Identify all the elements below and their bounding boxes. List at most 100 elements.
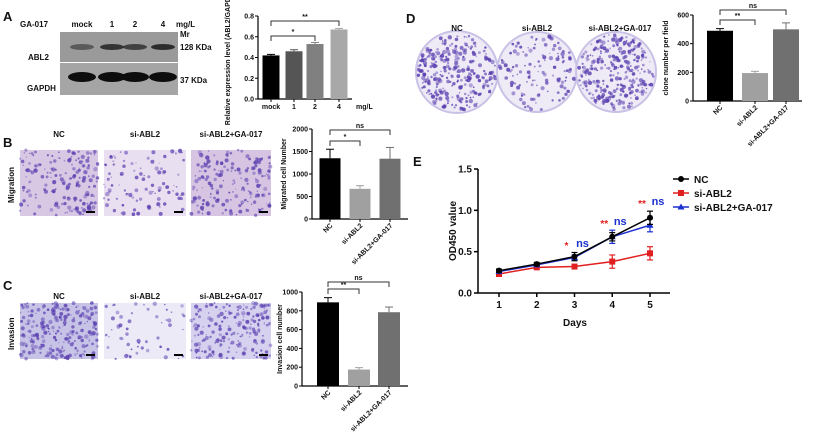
stained-cell xyxy=(71,330,75,334)
stained-cell xyxy=(28,193,33,198)
colony xyxy=(579,84,582,87)
stained-cell xyxy=(252,339,258,344)
colony xyxy=(605,48,610,53)
stained-cell xyxy=(206,159,211,164)
stained-cell xyxy=(28,329,32,333)
stained-cell xyxy=(48,319,53,325)
colony xyxy=(427,69,430,73)
stained-cell xyxy=(263,308,266,310)
colony xyxy=(503,63,508,68)
stained-cell xyxy=(91,205,96,210)
legend-label: si-ABL2 xyxy=(694,189,732,200)
colony xyxy=(598,95,602,100)
stained-cell xyxy=(95,332,99,336)
colony xyxy=(599,86,602,90)
significance-bracket xyxy=(719,9,787,15)
stained-cell xyxy=(54,213,58,217)
stained-cell xyxy=(108,172,111,176)
stained-cell xyxy=(156,336,160,340)
colony xyxy=(523,93,526,96)
stained-cell xyxy=(82,208,87,213)
stained-cell xyxy=(63,314,68,320)
stained-cell xyxy=(75,182,79,186)
gapdh-label: GAPDH xyxy=(27,84,56,93)
stained-cell xyxy=(50,190,53,193)
stained-cell xyxy=(252,351,254,353)
stained-cell xyxy=(54,356,57,359)
stained-cell xyxy=(123,189,127,192)
colony xyxy=(560,80,565,85)
colony xyxy=(590,64,593,68)
colony xyxy=(445,57,450,62)
colony xyxy=(530,97,534,102)
colony xyxy=(624,75,629,80)
stained-cell xyxy=(86,320,89,323)
colony xyxy=(467,35,471,38)
stained-cell xyxy=(208,303,213,307)
colony xyxy=(536,93,541,98)
colony xyxy=(459,85,463,89)
stained-cell xyxy=(71,325,75,329)
marker-triangle xyxy=(677,203,685,210)
colony xyxy=(440,74,444,78)
stained-cell xyxy=(194,323,198,327)
bar xyxy=(773,29,799,101)
image-title: si-ABL2 xyxy=(130,292,161,301)
colony xyxy=(630,101,634,105)
stained-cell xyxy=(63,318,67,322)
colony xyxy=(465,100,469,103)
stained-cell xyxy=(82,201,86,206)
bar xyxy=(319,158,341,219)
colony xyxy=(461,68,464,71)
colony xyxy=(571,76,577,81)
colony xyxy=(639,72,641,74)
colony xyxy=(557,41,560,45)
stained-cell xyxy=(50,167,53,170)
stained-cell xyxy=(64,172,67,175)
colony xyxy=(466,44,468,47)
colony xyxy=(582,80,586,85)
stained-cell xyxy=(73,174,77,178)
stained-cell xyxy=(51,311,53,314)
stained-cell xyxy=(40,343,43,346)
stained-cell xyxy=(49,160,53,164)
stained-cell xyxy=(56,329,60,333)
colony xyxy=(434,91,438,95)
stained-cell xyxy=(24,148,28,152)
x-tick-label: 4 xyxy=(337,104,341,111)
image-title: si-ABL2+GA-017 xyxy=(589,24,652,33)
colony xyxy=(616,72,620,75)
colony xyxy=(557,55,560,58)
stained-cell xyxy=(88,340,91,342)
colony xyxy=(481,75,484,79)
stained-cell xyxy=(49,171,52,175)
colony xyxy=(453,106,456,109)
colony xyxy=(534,79,536,82)
colony xyxy=(635,77,638,80)
colony xyxy=(430,56,436,61)
stained-cell xyxy=(88,185,91,189)
colony xyxy=(593,99,598,103)
stained-cell xyxy=(156,202,161,207)
colony xyxy=(509,51,512,55)
stained-cell xyxy=(158,162,160,164)
stained-cell xyxy=(199,308,202,311)
stained-cell xyxy=(241,186,245,190)
colony xyxy=(607,66,611,70)
stained-cell xyxy=(232,191,234,193)
stained-cell xyxy=(143,303,145,306)
stained-cell xyxy=(255,356,258,359)
colony xyxy=(652,75,655,78)
colony xyxy=(592,48,596,52)
stained-cell xyxy=(221,202,226,207)
stained-cell xyxy=(244,169,249,173)
bar xyxy=(285,51,303,99)
line-chart-e: 0.0 0.5 1.0 1.5 1 2 3 4 5 Days OD450 value * ns ** ns *… xyxy=(448,165,773,330)
stained-cell xyxy=(200,175,205,179)
stained-cell xyxy=(263,186,268,191)
colony xyxy=(457,69,461,74)
stained-cell xyxy=(20,326,25,331)
stained-cell xyxy=(204,178,208,182)
colony xyxy=(628,86,632,90)
stained-cell xyxy=(258,208,260,210)
